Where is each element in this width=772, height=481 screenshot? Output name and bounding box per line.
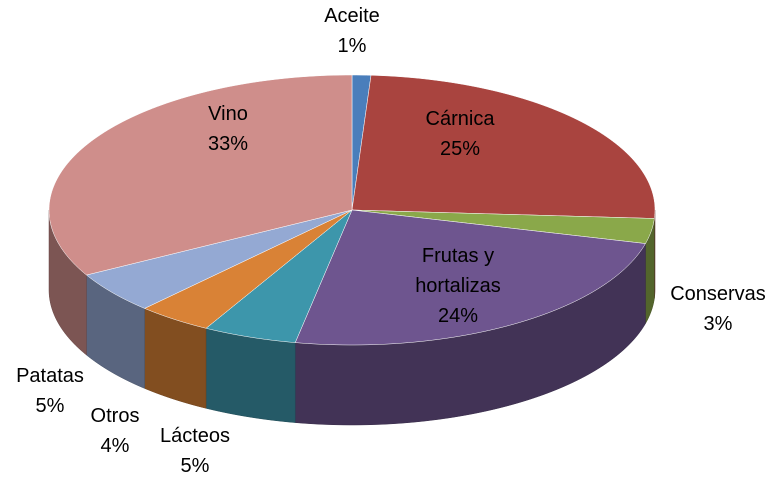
value-label: 3% <box>704 313 733 335</box>
category-label: Conservas <box>670 283 766 305</box>
category-label: Otros <box>91 405 140 427</box>
value-label: 5% <box>36 395 65 417</box>
pie-side <box>205 327 296 423</box>
category-label: Cárnica <box>426 108 496 130</box>
value-label: 24% <box>438 305 478 327</box>
pie-slice <box>48 74 353 276</box>
pie-slice <box>143 209 353 329</box>
value-label: 4% <box>101 435 130 457</box>
pie-slice <box>351 209 655 244</box>
pie-slice <box>85 209 353 309</box>
value-label: 5% <box>181 455 210 477</box>
value-label: 33% <box>208 133 248 155</box>
category-label: Aceite <box>324 5 380 27</box>
pie-slice <box>205 209 353 343</box>
value-label: 25% <box>440 138 480 160</box>
category-label: Vino <box>208 103 248 125</box>
value-label: 1% <box>338 35 367 57</box>
pie-slice <box>294 209 646 346</box>
category-label: Patatas <box>16 365 84 387</box>
category-label: Frutas y hortalizas <box>415 245 501 297</box>
pie-slice <box>351 75 656 219</box>
category-label: Lácteos <box>160 425 230 447</box>
